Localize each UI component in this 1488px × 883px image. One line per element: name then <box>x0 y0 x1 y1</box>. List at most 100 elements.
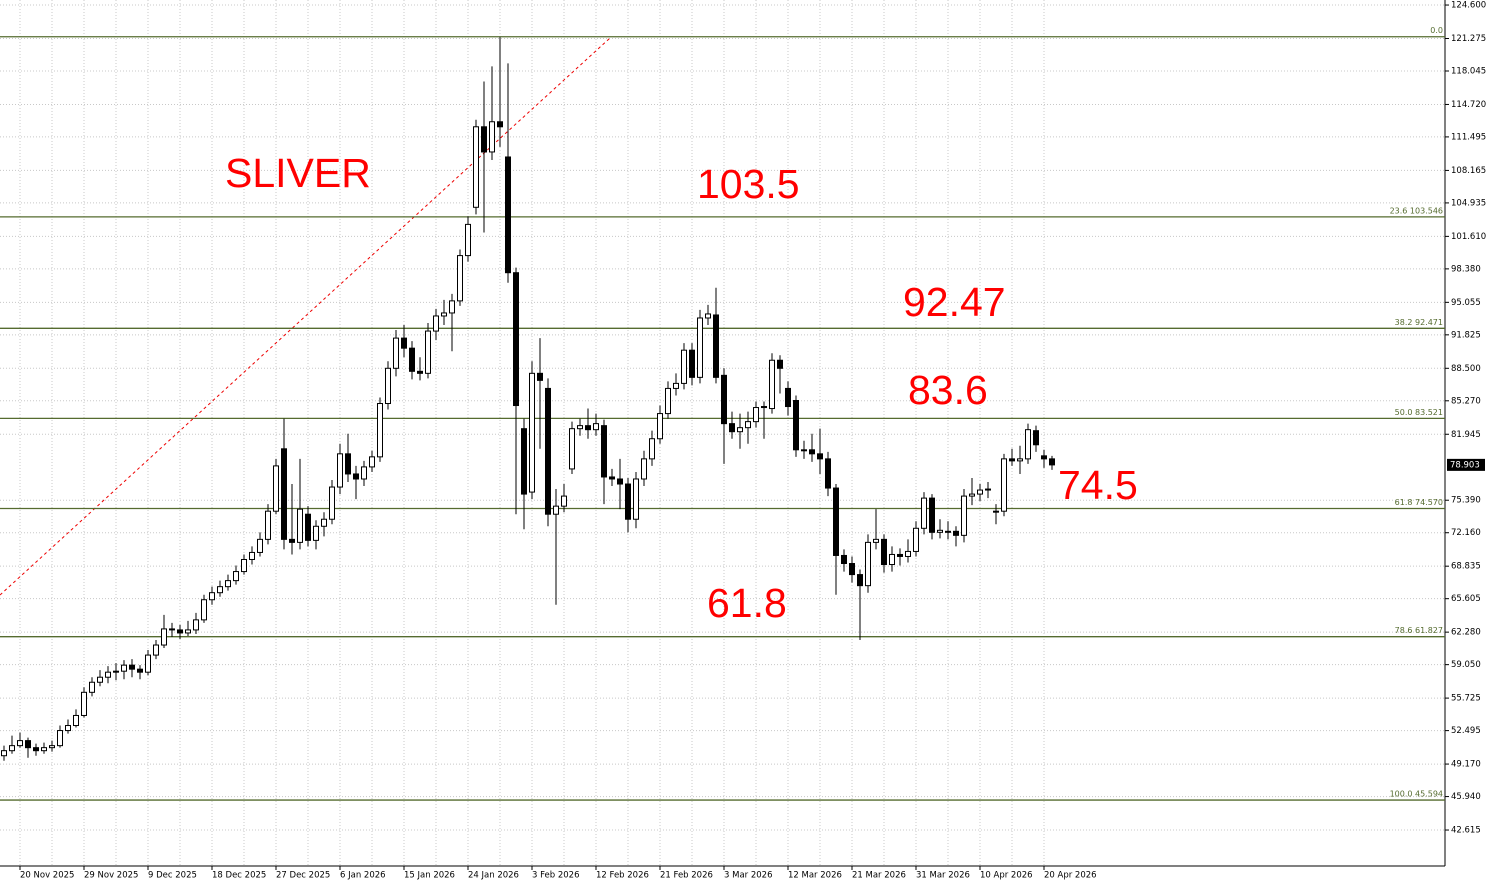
candle-body <box>265 510 271 540</box>
x-tick-label: 31 Mar 2026 <box>916 871 970 881</box>
candle-body <box>705 313 711 319</box>
y-tick-label: 104.935 <box>1451 198 1486 208</box>
candle-body <box>857 574 863 587</box>
candle-body <box>137 668 143 673</box>
candle-body <box>961 495 967 536</box>
annotation: 61.8 <box>707 580 787 626</box>
candle-body <box>617 478 623 485</box>
x-tick-label: 10 Apr 2026 <box>980 871 1033 881</box>
candle-body <box>769 359 775 410</box>
candle-body <box>129 664 135 670</box>
candle-body <box>825 458 831 489</box>
candle-body <box>49 745 55 749</box>
candle-body <box>897 553 903 557</box>
y-tick-label: 111.495 <box>1451 132 1486 142</box>
candle-body <box>249 551 255 560</box>
candle-body <box>649 438 655 460</box>
fib-label: 50.0 83.521 <box>1395 408 1443 417</box>
x-tick-label: 21 Mar 2026 <box>852 871 906 881</box>
candle-body <box>393 337 399 369</box>
candle-body <box>401 337 407 349</box>
candle-body <box>585 425 591 431</box>
candle-body <box>641 458 647 480</box>
candle-body <box>801 449 807 452</box>
candle-body <box>873 538 879 543</box>
candle-body <box>457 255 463 302</box>
candle-body <box>473 126 479 208</box>
last-price-label: 78.903 <box>1450 460 1480 470</box>
x-tick-label: 20 Apr 2026 <box>1044 871 1097 881</box>
candle-body <box>937 529 943 533</box>
x-tick-label: 9 Dec 2025 <box>148 871 197 881</box>
candle-body <box>97 676 103 683</box>
candle-body <box>33 747 39 752</box>
candle-body <box>809 449 815 455</box>
candle-body <box>201 599 207 621</box>
candle-body <box>985 488 991 491</box>
candle-body <box>465 223 471 257</box>
candle-body <box>273 465 279 512</box>
x-tick-label: 21 Feb 2026 <box>660 871 713 881</box>
candle-body <box>481 126 487 153</box>
candle-body <box>321 518 327 527</box>
candle-body <box>257 538 263 553</box>
candle-body <box>793 399 799 451</box>
candle-body <box>281 448 287 540</box>
candle-body <box>73 714 79 727</box>
candle-body <box>529 372 535 493</box>
candle-body <box>889 553 895 566</box>
candle-body <box>449 300 455 314</box>
last-price-box <box>1447 458 1485 471</box>
candle-body <box>417 370 423 374</box>
candle-body <box>521 428 527 495</box>
candle-body <box>545 387 551 515</box>
candle-body <box>305 513 311 541</box>
candle-body <box>361 466 367 480</box>
annotation: 92.47 <box>903 279 1006 325</box>
candle-body <box>513 272 519 407</box>
candle-body <box>609 476 615 480</box>
candle-body <box>753 407 759 423</box>
candle-body <box>673 382 679 389</box>
candle-body <box>89 681 95 693</box>
candle-body <box>385 367 391 405</box>
candle-body <box>233 571 239 582</box>
y-tick-label: 124.600 <box>1451 1 1486 11</box>
candle-body <box>217 586 223 594</box>
candle-body <box>681 349 687 384</box>
y-tick-label: 91.825 <box>1451 330 1481 340</box>
annotation: SLIVER <box>225 150 371 196</box>
candle-body <box>1001 458 1007 512</box>
candle-body <box>1041 455 1047 460</box>
y-tick-label: 62.280 <box>1451 628 1481 638</box>
candle-body <box>377 403 383 458</box>
x-tick-label: 15 Jan 2026 <box>404 871 455 881</box>
candle-body <box>409 347 415 372</box>
y-tick-label: 118.045 <box>1451 66 1486 76</box>
y-tick-label: 59.050 <box>1451 660 1481 670</box>
candle-body <box>105 671 111 678</box>
y-tick-label: 45.940 <box>1451 792 1481 802</box>
candle-body <box>241 558 247 573</box>
candle-body <box>785 387 791 408</box>
fib-label: 78.6 61.827 <box>1395 626 1443 635</box>
candle-body <box>329 486 335 520</box>
candle-body <box>569 428 575 470</box>
candle-body <box>577 425 583 430</box>
candle-body <box>177 629 183 634</box>
candle-body <box>41 747 47 752</box>
candle-body <box>905 550 911 557</box>
candle-body <box>9 745 15 752</box>
candle-body <box>881 538 887 566</box>
candle-body <box>729 423 735 433</box>
fib-label: 61.8 74.570 <box>1395 498 1443 507</box>
candle-body <box>441 312 447 317</box>
candle-body <box>1049 458 1055 466</box>
candle-body <box>657 413 663 440</box>
candle-body <box>489 121 495 153</box>
candle-body <box>537 372 543 381</box>
x-tick-label: 29 Nov 2025 <box>84 871 138 881</box>
y-tick-label: 121.275 <box>1451 34 1486 44</box>
fib-label: 0.0 <box>1430 26 1443 35</box>
